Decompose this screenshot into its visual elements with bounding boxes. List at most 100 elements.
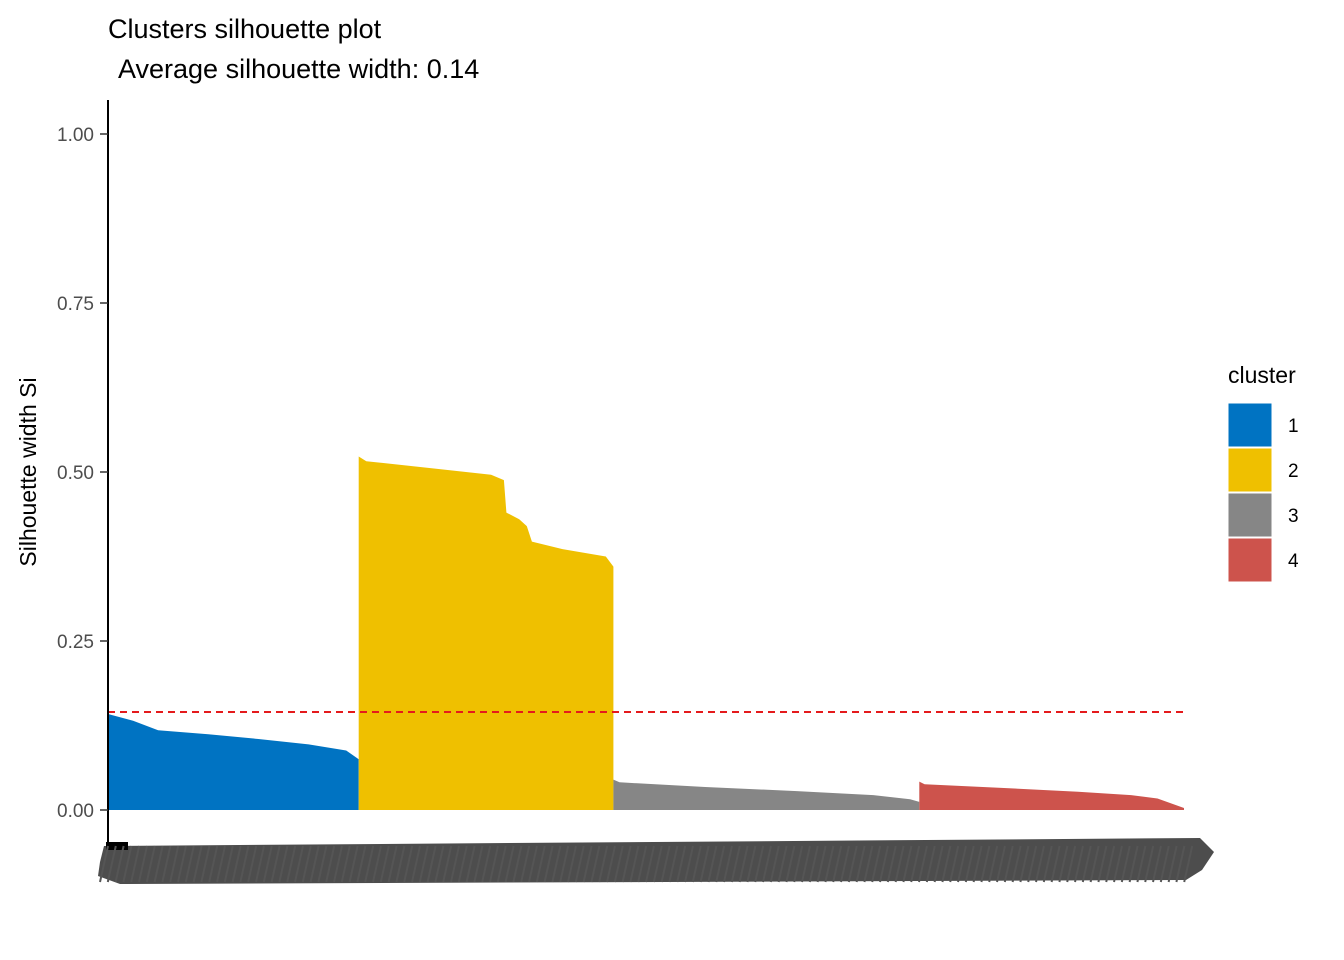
- x-tick-label: [746, 845, 757, 883]
- cluster-1-silhouette-area: [108, 714, 359, 810]
- x-tick-label: [894, 845, 905, 883]
- x-tick-label: [286, 845, 297, 883]
- x-tick-label: [1050, 845, 1061, 883]
- x-tick-label: [801, 845, 811, 883]
- x-tick-label: [403, 845, 414, 883]
- x-tick-label: [426, 845, 437, 883]
- legend-title: cluster: [1228, 362, 1296, 388]
- x-tick-label: [114, 845, 125, 883]
- x-tick-label: [1011, 845, 1022, 883]
- x-tick-label: [699, 845, 710, 883]
- x-tick-label: [660, 845, 671, 883]
- x-tick-label: [535, 845, 546, 883]
- x-tick-label: [1152, 845, 1162, 883]
- x-tick-label: [348, 845, 359, 883]
- x-tick-label: [598, 845, 609, 883]
- x-tick-label: [450, 845, 460, 883]
- x-tick-label: [933, 845, 944, 883]
- x-tick-label: [910, 845, 921, 883]
- x-tick-label: [442, 845, 453, 883]
- legend: cluster 1 2 3 4: [1227, 362, 1299, 583]
- x-tick-label: [122, 845, 133, 883]
- x-tick-label: [1105, 845, 1116, 883]
- x-tick-label: [1027, 845, 1038, 883]
- x-tick-label: [239, 845, 250, 883]
- y-axis-ticks: 0.00 0.25 0.50 0.75 1.00: [57, 125, 108, 822]
- x-tick-label: [481, 845, 492, 883]
- x-tick-label: [200, 845, 211, 883]
- y-tick-label: 1.00: [57, 125, 94, 146]
- x-tick-label: [379, 845, 390, 883]
- x-tick-label: [847, 845, 858, 883]
- x-tick-label: [1183, 845, 1194, 883]
- x-tick-label: [208, 845, 219, 883]
- x-tick-label: [840, 845, 850, 883]
- x-tick-label: [169, 845, 180, 883]
- x-tick-label: [871, 845, 882, 883]
- x-tick-label: [465, 845, 476, 883]
- x-tick-label: [411, 845, 421, 883]
- x-tick-label: [668, 845, 679, 883]
- x-tick-label: [559, 845, 570, 883]
- x-tick-label: [949, 845, 960, 883]
- x-tick-label: [520, 845, 531, 883]
- x-tick-label: [676, 845, 687, 883]
- legend-label-4: 4: [1288, 551, 1299, 572]
- x-tick-label: [816, 845, 827, 883]
- x-tick-label: [278, 845, 289, 883]
- x-tick-label: [309, 845, 320, 883]
- y-tick-label: 0.25: [57, 632, 94, 653]
- cluster-4-silhouette-area: [919, 781, 1184, 810]
- x-tick-label: [1128, 845, 1139, 883]
- cluster-2-silhouette-area: [358, 456, 614, 810]
- y-axis-title: Silhouette width Si: [15, 377, 41, 566]
- x-tick-label: [99, 845, 109, 883]
- x-tick-label: [941, 845, 952, 883]
- x-tick-label: [270, 845, 281, 883]
- x-tick-label: [707, 845, 718, 883]
- x-tick-label: [496, 845, 507, 883]
- x-tick-label: [145, 845, 156, 883]
- x-tick-label: [528, 845, 538, 883]
- x-tick-label: [340, 845, 351, 883]
- x-tick-label: [972, 845, 983, 883]
- x-tick-label: [879, 845, 889, 883]
- x-tick-label: [964, 845, 975, 883]
- x-tick-label: [1113, 845, 1123, 883]
- x-tick-label: [356, 845, 367, 883]
- x-tick-label: [754, 845, 765, 883]
- x-tick-label: [387, 845, 398, 883]
- x-tick-label: [1035, 845, 1045, 883]
- x-tick-label: [1089, 845, 1100, 883]
- x-tick-label: [551, 845, 562, 883]
- x-tick-label: [730, 845, 741, 883]
- x-tick-label: [1120, 845, 1131, 883]
- x-tick-label: [863, 845, 874, 883]
- x-tick-label: [138, 845, 148, 883]
- x-tick-label: [715, 845, 726, 883]
- x-tick-label: [1136, 845, 1147, 883]
- x-tick-label: [886, 845, 897, 883]
- x-tick-label: [184, 845, 195, 883]
- x-tick-label: [1081, 845, 1092, 883]
- x-tick-label: [1144, 845, 1155, 883]
- x-tick-label: [769, 845, 780, 883]
- x-tick-labels: [98, 838, 1214, 884]
- x-tick-label: [652, 845, 663, 883]
- cluster-3-silhouette-area: [613, 779, 920, 810]
- x-tick-label: [317, 845, 328, 883]
- x-tick-label: [621, 845, 632, 883]
- x-tick-label: [177, 845, 187, 883]
- x-tick-label: [590, 845, 601, 883]
- x-tick-label: [629, 845, 640, 883]
- x-tick-label: [457, 845, 468, 883]
- x-tick-label: [645, 845, 655, 883]
- x-tick-label: [333, 845, 343, 883]
- x-tick-label: [1097, 845, 1108, 883]
- x-tick-label: [824, 845, 835, 883]
- x-tick-label: [231, 845, 242, 883]
- x-tick-label: [785, 845, 796, 883]
- x-tick-label: [106, 845, 117, 883]
- x-tick-label: [723, 845, 733, 883]
- x-tick-label: [216, 845, 226, 883]
